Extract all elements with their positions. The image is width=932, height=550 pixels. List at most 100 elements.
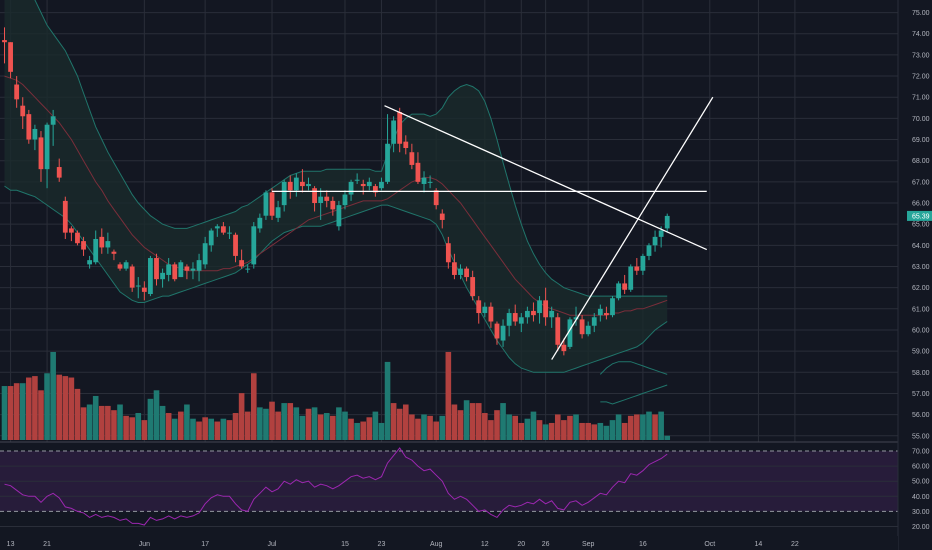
candle-body bbox=[312, 188, 317, 204]
rsi-tick-label: 60.00 bbox=[912, 464, 930, 471]
volume-bar bbox=[342, 411, 348, 440]
volume-band-upper bbox=[599, 361, 668, 375]
price-tick-label: 59.00 bbox=[912, 349, 930, 356]
rsi-tick-label: 20.00 bbox=[912, 524, 930, 531]
candle-body bbox=[99, 236, 105, 248]
volume-bar bbox=[640, 414, 646, 440]
volume-bar bbox=[463, 400, 470, 440]
candle-body bbox=[233, 234, 238, 256]
candle-body bbox=[50, 116, 56, 125]
volume-bar bbox=[615, 414, 622, 440]
price-axis-bg bbox=[898, 0, 932, 550]
candle-body bbox=[8, 42, 13, 72]
volume-bar bbox=[536, 420, 543, 440]
volume-bar bbox=[208, 418, 215, 440]
volume-bar bbox=[74, 388, 81, 440]
candle-body bbox=[427, 181, 433, 183]
candle-body bbox=[87, 260, 93, 265]
time-tick-label: 20 bbox=[517, 541, 525, 548]
volume-bar bbox=[500, 403, 506, 440]
time-tick-label: Jun bbox=[139, 541, 150, 548]
candle-body bbox=[44, 124, 50, 170]
volume-bar bbox=[409, 414, 415, 440]
bollinger-fill bbox=[4, 0, 668, 373]
volume-bar bbox=[56, 374, 63, 440]
candle-body bbox=[409, 152, 415, 165]
bollinger-lower bbox=[4, 185, 668, 373]
volume-bar bbox=[609, 420, 616, 440]
volume-bar bbox=[433, 421, 439, 440]
price-tick-label: 72.00 bbox=[912, 74, 930, 81]
trendlines[interactable] bbox=[272, 96, 714, 360]
candle-body bbox=[397, 112, 403, 144]
bollinger-bands bbox=[4, 0, 668, 373]
candle-body bbox=[342, 194, 348, 206]
candle-body bbox=[202, 243, 208, 265]
candle-body bbox=[646, 245, 652, 256]
price-tick-label: 56.00 bbox=[912, 412, 930, 419]
volume-bar bbox=[26, 377, 32, 440]
time-tick-label: 23 bbox=[378, 541, 386, 548]
candle-body bbox=[117, 264, 123, 269]
candle-body bbox=[20, 105, 26, 117]
candle-body bbox=[652, 236, 658, 246]
candle-body bbox=[476, 300, 482, 314]
volume-bar bbox=[445, 351, 452, 440]
volume-bar bbox=[524, 418, 531, 440]
candle-body bbox=[214, 226, 220, 229]
volume-bar bbox=[658, 411, 664, 440]
candle-body bbox=[330, 200, 336, 210]
candle-body bbox=[190, 268, 196, 271]
time-axis-bg bbox=[0, 536, 898, 550]
candle-body bbox=[366, 181, 372, 187]
candle-body bbox=[281, 181, 287, 206]
volume-bar bbox=[506, 414, 512, 440]
candle-body bbox=[439, 213, 445, 220]
candle-body bbox=[360, 183, 366, 187]
price-tick-label: 64.00 bbox=[912, 243, 930, 250]
volume-bar bbox=[105, 405, 111, 440]
volume-bar bbox=[1, 386, 8, 440]
volume-bar bbox=[32, 376, 38, 440]
rsi-tick-label: 70.00 bbox=[912, 449, 930, 456]
candle-body bbox=[26, 114, 32, 140]
volume-bar bbox=[62, 376, 69, 440]
candle-body bbox=[160, 272, 165, 280]
candle-body bbox=[105, 241, 111, 248]
volume-bar bbox=[469, 403, 476, 440]
candle-body bbox=[658, 230, 664, 237]
volume-bar bbox=[378, 422, 385, 440]
time-tick-label: Jul bbox=[268, 541, 277, 548]
volume-bar bbox=[226, 420, 233, 440]
last-price-tag-bg bbox=[907, 210, 932, 221]
candle-body bbox=[141, 287, 147, 292]
candle-body bbox=[14, 84, 20, 100]
candle-body bbox=[178, 262, 184, 278]
volume-bar bbox=[554, 414, 561, 440]
time-tick-label: 21 bbox=[43, 541, 51, 548]
trendline bbox=[384, 105, 708, 251]
volume-bar bbox=[287, 403, 294, 440]
candle-body bbox=[263, 192, 269, 216]
candle-body bbox=[379, 181, 384, 189]
volume-bar bbox=[646, 411, 652, 440]
candle-body bbox=[385, 143, 390, 182]
candle-body bbox=[220, 226, 226, 233]
price-tick-label: 60.00 bbox=[912, 327, 930, 334]
candle-body bbox=[445, 243, 451, 263]
candle-body bbox=[391, 120, 397, 144]
candle-body bbox=[318, 196, 324, 204]
volume-bar bbox=[232, 413, 239, 440]
candle-body bbox=[166, 264, 172, 275]
volume-bar bbox=[402, 404, 409, 440]
candle-body bbox=[68, 228, 74, 233]
volume-bar bbox=[415, 418, 421, 440]
volume-bar bbox=[652, 414, 658, 440]
volume-bar bbox=[238, 393, 245, 440]
volume-bar bbox=[579, 422, 585, 440]
volume-bar bbox=[98, 405, 105, 440]
volume-bar bbox=[585, 422, 591, 440]
candle-body bbox=[293, 177, 299, 191]
